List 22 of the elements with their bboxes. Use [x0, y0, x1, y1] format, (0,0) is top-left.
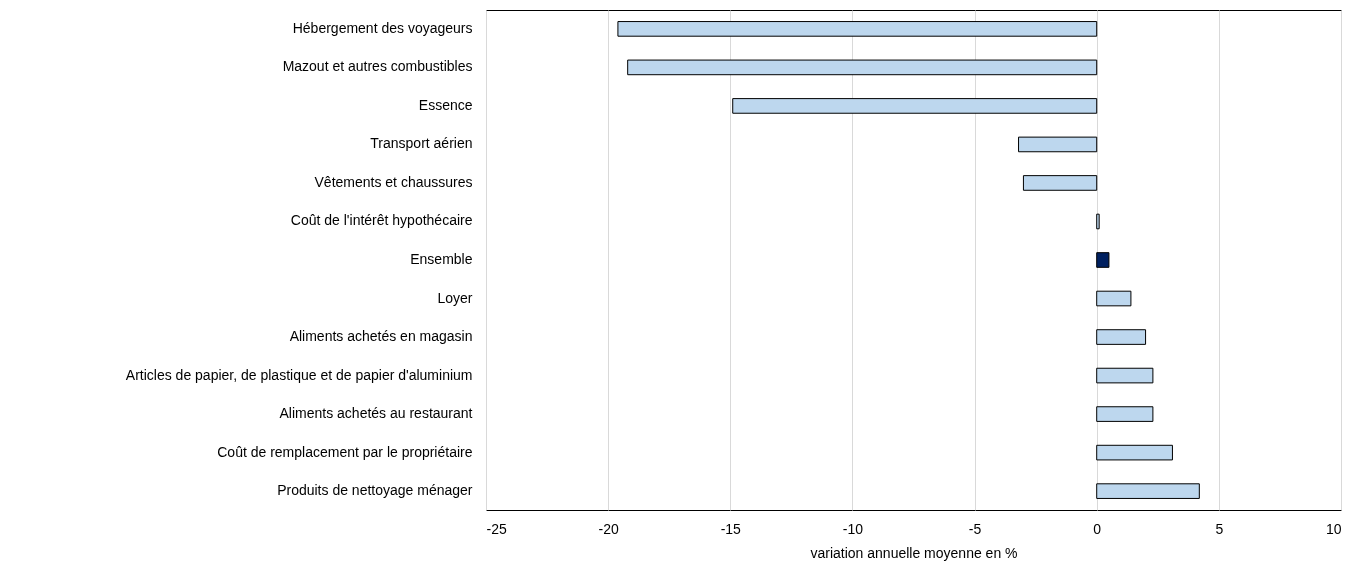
x-axis-title: variation annuelle moyenne en % — [810, 544, 1018, 561]
y-tick-label: Coût de remplacement par le propriétaire — [217, 443, 473, 460]
y-tick-label: Aliments achetés en magasin — [289, 328, 473, 345]
y-tick-label: Mazout et autres combustibles — [282, 58, 473, 75]
y-tick-label: Essence — [418, 96, 473, 113]
x-tick-label: 5 — [1215, 520, 1224, 537]
y-tick-label: Vêtements et chaussures — [314, 173, 473, 190]
y-tick-label: Articles de papier, de plastique et de papier d'aluminium — [125, 366, 473, 383]
y-tick-label: Hébergement des voyageurs — [292, 19, 473, 36]
y-tick-label: Ensemble — [410, 251, 473, 267]
x-tick-label: -15 — [720, 520, 742, 537]
x-tick-label: 0 — [1093, 520, 1102, 537]
y-tick-label: Transport aérien — [370, 135, 473, 152]
y-tick-label: Aliments achetés au restaurant — [279, 405, 473, 422]
x-tick-label: -20 — [598, 520, 619, 537]
x-tick-label: 10 — [1325, 520, 1342, 537]
x-tick-label: -5 — [968, 520, 982, 537]
x-tick-label: -10 — [842, 520, 864, 537]
y-tick-label: Coût de l'intérêt hypothécaire — [290, 212, 473, 229]
y-tick-label: Produits de nettoyage ménager — [277, 482, 473, 499]
x-tick-label: -25 — [486, 520, 507, 537]
y-tick-label: Loyer — [437, 289, 473, 306]
